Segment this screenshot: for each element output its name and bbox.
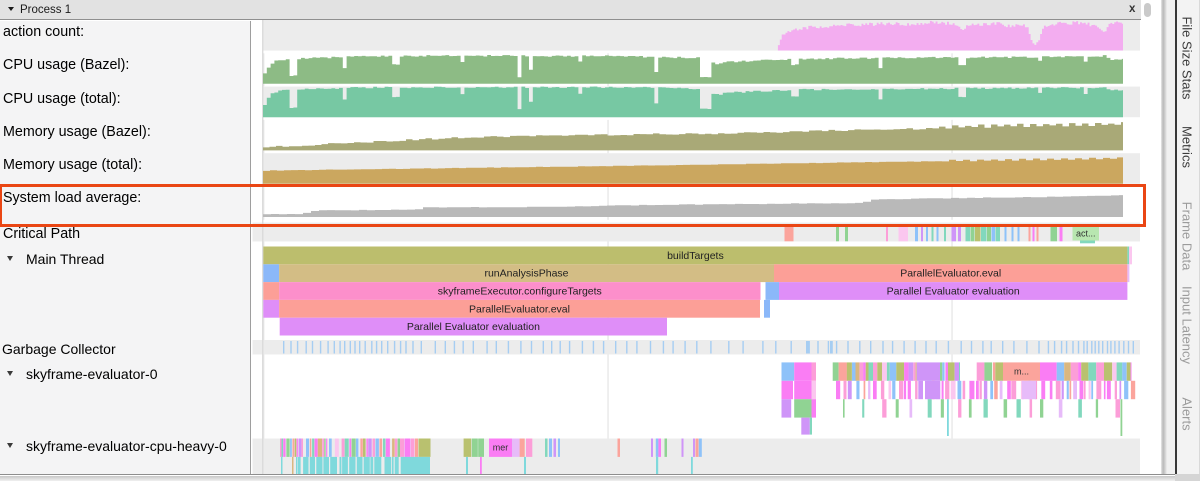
svg-text:ParallelEvaluator.eval: ParallelEvaluator.eval: [469, 303, 570, 315]
svg-text:act...: act...: [1076, 228, 1096, 238]
svg-text:ParallelEvaluator.eval: ParallelEvaluator.eval: [900, 268, 1001, 280]
svg-text:Parallel Evaluator evaluation: Parallel Evaluator evaluation: [887, 286, 1020, 298]
svg-text:buildTargets: buildTargets: [667, 250, 724, 262]
svg-text:mer: mer: [493, 443, 509, 453]
svg-text:Parallel Evaluator evaluation: Parallel Evaluator evaluation: [407, 321, 540, 333]
svg-text:skyframeExecutor.configureTarg: skyframeExecutor.configureTargets: [438, 286, 602, 298]
svg-text:runAnalysisPhase: runAnalysisPhase: [484, 268, 568, 280]
svg-text:m...: m...: [1014, 366, 1029, 376]
